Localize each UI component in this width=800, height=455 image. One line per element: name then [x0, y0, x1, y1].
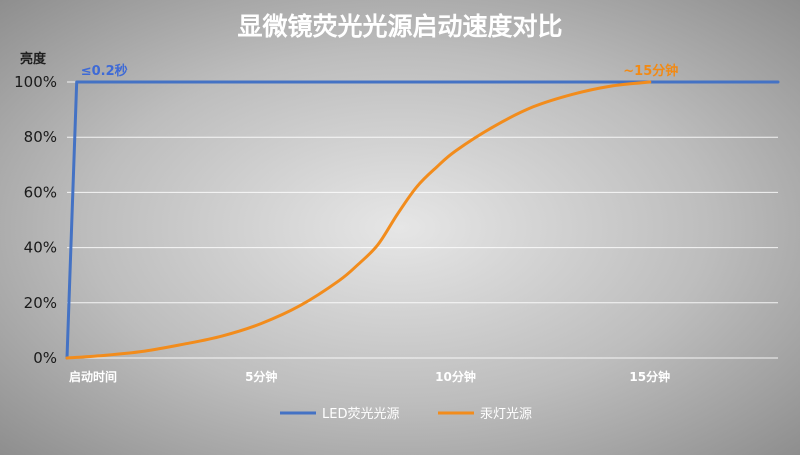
annotation-layer: ≤0.2秒 ~15分钟 [81, 63, 679, 79]
series-line-1 [65, 80, 652, 360]
x-tick-label: 5分钟 [245, 369, 277, 384]
x-tick-label: 启动时间 [69, 369, 117, 384]
y-tick-label: 80% [24, 128, 57, 146]
y-tick-label: 40% [24, 239, 57, 257]
grid-layer [67, 81, 778, 359]
legend-label-1: 汞灯光源 [480, 407, 532, 422]
y-tick-label: 0% [33, 349, 57, 367]
y-tick-label: 20% [24, 294, 57, 312]
annotation-0: ≤0.2秒 [81, 63, 128, 79]
x-tick-label: 15分钟 [629, 369, 670, 384]
x-tick-label: 10分钟 [435, 369, 476, 384]
y-tick-label: 60% [24, 183, 57, 201]
series-layer [65, 80, 780, 360]
y-tick-label: 100% [14, 73, 57, 91]
series-line-0 [65, 80, 780, 360]
chart-title: 显微镜荧光光源启动速度对比 [237, 12, 562, 41]
legend: LED荧光光源 汞灯光源 [280, 407, 532, 422]
legend-label-0: LED荧光光源 [322, 407, 399, 422]
tick-layer: 0% 20% 40% 60% 80% 100% 启动时间 5分钟 10分钟 15分钟 [14, 73, 670, 384]
annotation-1: ~15分钟 [623, 63, 678, 79]
y-axis-label: 亮度 [20, 51, 47, 67]
